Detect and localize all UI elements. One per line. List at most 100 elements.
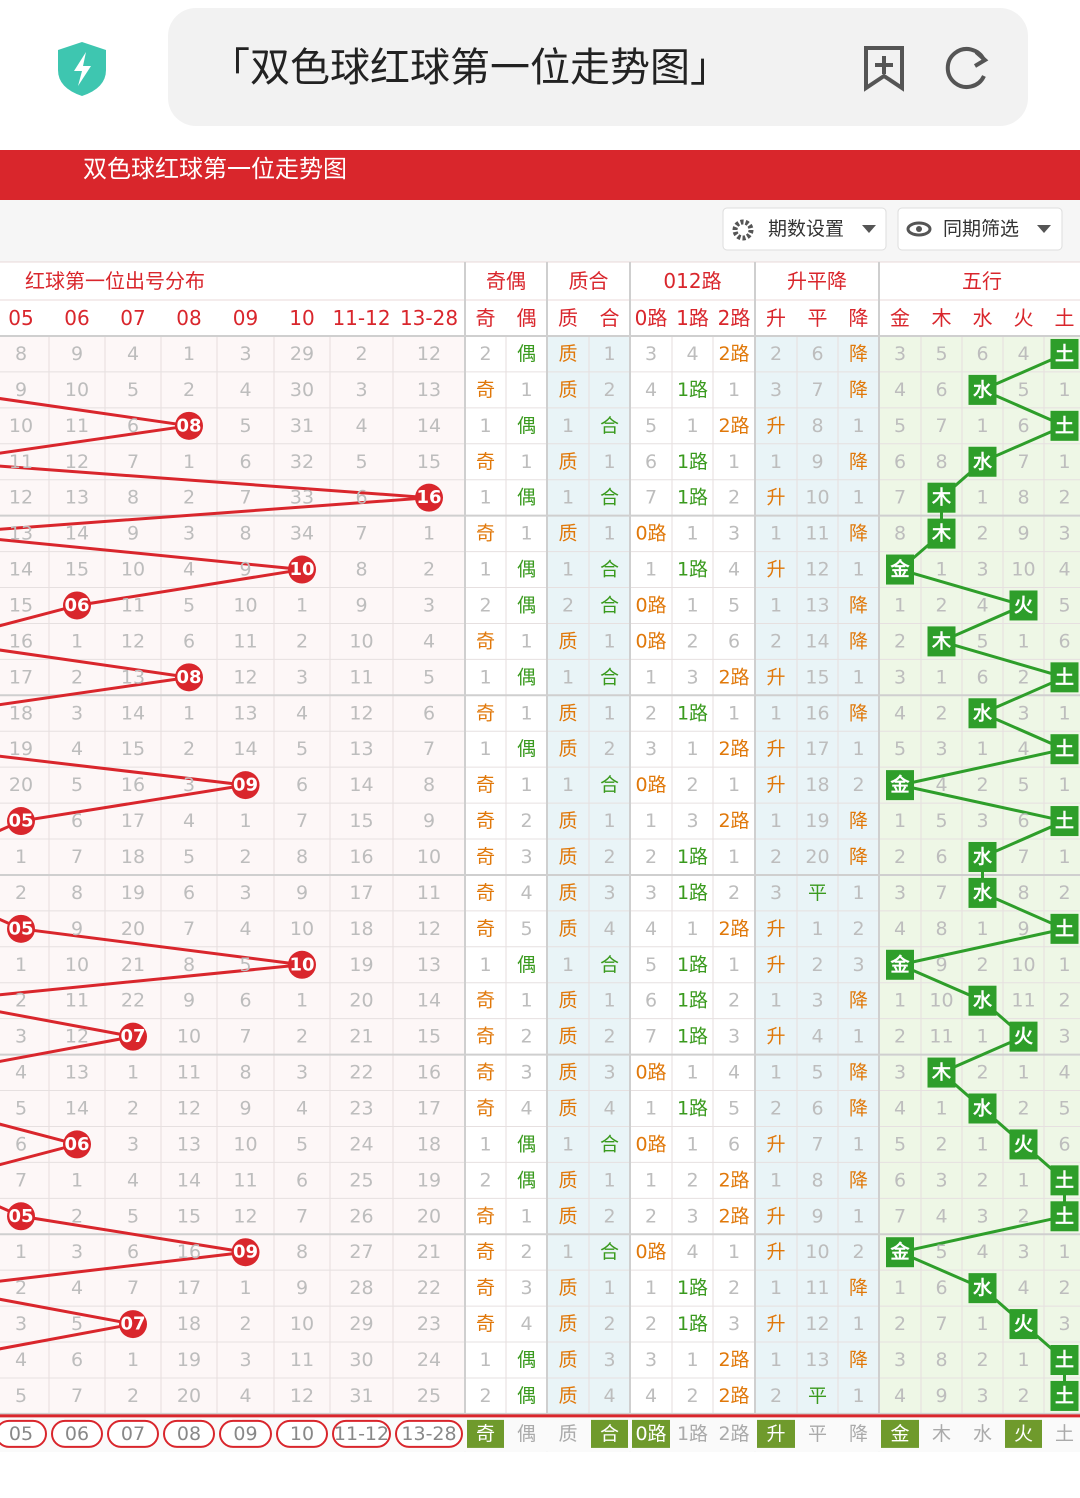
miss-count: 1 <box>728 702 740 724</box>
miss-count: 6 <box>183 882 195 904</box>
miss-count: 21 <box>349 1026 373 1048</box>
miss-count: 9 <box>127 523 139 545</box>
miss-count: 3 <box>71 702 83 724</box>
footer-label: 奇 <box>476 1423 495 1445</box>
miss-count: 2 <box>686 774 698 796</box>
miss-count: 34 <box>290 523 314 545</box>
same-period-filter-button[interactable] <box>897 207 1063 251</box>
bookmark-add-icon[interactable] <box>864 46 904 92</box>
miss-count: 5 <box>239 954 251 976</box>
miss-count: 19 <box>121 882 145 904</box>
miss-count: 13 <box>65 487 89 509</box>
footer-label: 木 <box>932 1423 951 1445</box>
miss-count: 4 <box>645 379 657 401</box>
hit-ball <box>63 591 91 620</box>
element-label: 水 <box>973 1277 993 1299</box>
button-label: 期数设置 <box>768 218 844 240</box>
miss-count: 2 <box>976 1062 988 1084</box>
column-header: 降 <box>849 306 869 330</box>
miss-count: 2 <box>852 774 864 796</box>
miss-count: 30 <box>290 379 314 401</box>
element-box <box>927 1057 956 1088</box>
column-header: 质 <box>558 306 578 330</box>
miss-count: 8 <box>296 1241 308 1263</box>
miss-count: 1 <box>770 594 782 616</box>
miss-count: 1 <box>479 954 491 976</box>
miss-count: 7 <box>935 882 947 904</box>
element-box <box>1050 1201 1079 1232</box>
element-box <box>1050 734 1079 765</box>
footer-highlight <box>591 1419 628 1448</box>
miss-count: 1 <box>1058 451 1070 473</box>
miss-count: 7 <box>127 451 139 473</box>
element-label: 木 <box>931 1061 952 1084</box>
element-box <box>968 698 997 729</box>
miss-count: 2 <box>976 954 988 976</box>
column-header: 平 <box>808 306 828 330</box>
attribute-label: 降 <box>849 1097 868 1119</box>
attribute-label: 合 <box>600 594 619 616</box>
address-box[interactable] <box>168 8 1028 126</box>
miss-count: 4 <box>71 738 83 760</box>
miss-count: 5 <box>894 1133 906 1155</box>
miss-count: 3 <box>603 882 615 904</box>
hit-ball <box>415 483 443 512</box>
miss-count: 13 <box>177 1133 201 1155</box>
miss-count: 4 <box>645 918 657 940</box>
miss-count: 3 <box>686 666 698 688</box>
dropdown-arrow <box>862 225 876 233</box>
miss-count: 10 <box>65 379 89 401</box>
miss-count: 1 <box>603 702 615 724</box>
attribute-label: 降 <box>849 1349 868 1371</box>
miss-count: 6 <box>976 343 988 365</box>
footer-label: 11-12 <box>334 1423 389 1445</box>
attribute-label: 奇 <box>476 846 495 868</box>
miss-count: 31 <box>349 1385 373 1407</box>
miss-count: 5 <box>71 774 83 796</box>
attribute-label: 质 <box>558 1026 577 1048</box>
element-label: 金 <box>889 953 910 976</box>
miss-count: 1 <box>976 738 988 760</box>
column-header: 1路 <box>676 306 709 330</box>
column-header: 合 <box>600 306 620 330</box>
miss-count: 1 <box>603 451 615 473</box>
element-label: 水 <box>973 990 993 1012</box>
element-label: 水 <box>973 702 993 724</box>
miss-count: 8 <box>935 1349 947 1371</box>
miss-count: 4 <box>1058 559 1070 581</box>
miss-count: 18 <box>349 918 373 940</box>
attribute-label: 平 <box>808 882 827 904</box>
miss-count: 5 <box>811 1062 823 1084</box>
miss-count: 6 <box>728 630 740 652</box>
miss-count: 2 <box>770 630 782 652</box>
miss-count: 5 <box>520 918 532 940</box>
miss-count: 19 <box>805 810 829 832</box>
miss-count: 7 <box>183 918 195 940</box>
miss-count: 1 <box>686 1062 698 1084</box>
refresh-icon[interactable] <box>945 47 989 89</box>
attribute-label: 质 <box>558 1097 577 1119</box>
attribute-label: 质 <box>558 918 577 940</box>
miss-count: 13 <box>9 523 33 545</box>
miss-count: 7 <box>355 523 367 545</box>
miss-count: 6 <box>894 1169 906 1191</box>
miss-count: 2 <box>603 1313 615 1335</box>
miss-count: 3 <box>976 1385 988 1407</box>
miss-count: 4 <box>239 1385 251 1407</box>
miss-count: 1 <box>770 702 782 724</box>
miss-count: 4 <box>894 702 906 724</box>
miss-count: 2 <box>770 846 782 868</box>
miss-count: 4 <box>423 630 435 652</box>
attribute-label: 质 <box>558 1385 577 1407</box>
miss-count: 2 <box>183 487 195 509</box>
miss-count: 18 <box>121 846 145 868</box>
period-settings-button[interactable] <box>722 207 887 251</box>
miss-count: 1 <box>1058 774 1070 796</box>
miss-count: 10 <box>349 630 373 652</box>
miss-count: 7 <box>15 1169 27 1191</box>
attribute-label: 质 <box>558 630 577 652</box>
attribute-label: 奇 <box>476 1241 495 1263</box>
miss-count: 2 <box>770 343 782 365</box>
miss-count: 2 <box>183 738 195 760</box>
miss-count: 2 <box>976 523 988 545</box>
